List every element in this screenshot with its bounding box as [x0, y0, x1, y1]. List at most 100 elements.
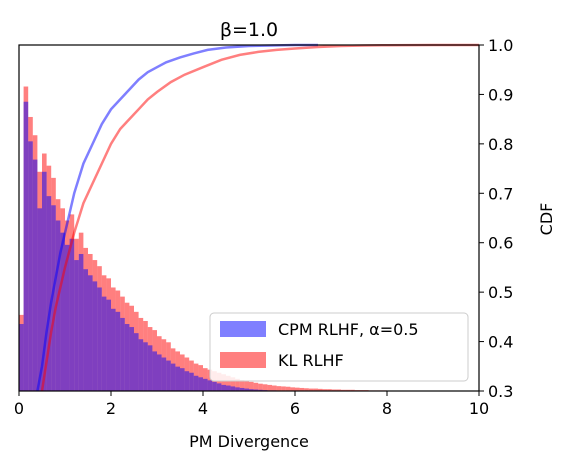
histogram-bar [115, 311, 121, 391]
histogram-bar [60, 232, 65, 391]
histogram-bar [88, 275, 93, 391]
legend-box [209, 312, 469, 382]
histogram-bar [276, 386, 282, 391]
plot-area [18, 43, 480, 392]
y2-tick-label: 0.8 [488, 135, 513, 154]
y2-tick-label: 0.6 [488, 234, 513, 253]
histogram-bar [244, 381, 249, 391]
histogram-bar [327, 389, 332, 391]
histogram-bar [262, 384, 268, 391]
histogram-bar [78, 253, 84, 391]
histogram-bar [134, 333, 139, 391]
histogram-bar [221, 384, 226, 391]
histogram-bar [111, 308, 116, 391]
histogram-bar [152, 351, 157, 391]
y2-tick-label: 0.5 [488, 283, 513, 302]
histogram-bar [32, 159, 38, 391]
histogram-bar [157, 354, 162, 391]
y2-tick-label: 0.7 [488, 184, 513, 203]
histogram-bar [129, 327, 134, 391]
x-tick-label: 4 [198, 399, 208, 418]
x-tick-label: 0 [14, 399, 24, 418]
histogram-bar [55, 220, 61, 391]
histogram-bar [249, 381, 254, 391]
histogram-bar [147, 345, 153, 391]
histogram-bar [331, 389, 337, 391]
histogram-bar [138, 339, 144, 391]
histogram-bar [69, 238, 75, 391]
legend-label-kl-rlhf: KL RLHF [278, 351, 344, 370]
histogram-bar [235, 378, 240, 391]
histogram-bar [267, 384, 272, 391]
histogram-bar [304, 388, 309, 391]
histogram-bar [253, 382, 259, 391]
histogram-bar [272, 385, 277, 391]
histogram-bar [180, 368, 185, 391]
histogram-bar [83, 269, 88, 391]
histogram-bar [203, 378, 208, 391]
histogram-bar [285, 386, 291, 391]
histogram-bar [299, 387, 305, 391]
histogram-bar [193, 375, 199, 391]
histogram-bar [166, 360, 171, 391]
histogram-bar [175, 366, 180, 391]
histogram-bar [290, 387, 295, 391]
histogram-bar [23, 101, 29, 391]
histogram-bar [258, 383, 263, 391]
histogram-bar [106, 299, 111, 391]
legend-swatch-kl-rlhf [220, 352, 266, 368]
histogram-bar [92, 281, 98, 391]
right-y-axis-label: CDF [537, 203, 556, 236]
histogram-bar [124, 324, 130, 391]
histogram-bar [350, 389, 355, 391]
histogram-bar [120, 317, 125, 391]
histogram-bar [19, 324, 24, 391]
histogram-bar [212, 381, 217, 391]
histogram-bar [226, 385, 231, 391]
legend-swatch-cpm-rlhf [220, 321, 266, 337]
x-axis: 0 2 4 6 8 10 [14, 391, 489, 418]
histogram-bar [253, 389, 259, 391]
x-tick-label: 8 [382, 399, 392, 418]
chart-title: β=1.0 [220, 19, 278, 41]
histogram-bar [97, 287, 102, 391]
histogram-bar [249, 389, 254, 391]
histogram-bar [295, 387, 300, 391]
histogram-bar [51, 205, 56, 391]
histogram-bar [184, 371, 190, 391]
legend-label-cpm-rlhf: CPM RLHF, α=0.5 [278, 320, 419, 339]
histogram-bar [198, 377, 203, 391]
right-y-axis: 0.3 0.4 0.5 0.6 0.7 0.8 0.9 1.0 [479, 36, 513, 401]
histogram-bar [37, 208, 42, 391]
x-tick-label: 6 [290, 399, 300, 418]
histogram-bar [318, 388, 323, 391]
histogram-cpm-rlhf [19, 101, 318, 391]
cdf-layer [36, 43, 479, 392]
y2-tick-label: 0.4 [488, 333, 513, 352]
histogram-bar [230, 386, 236, 391]
histogram-bar [322, 389, 328, 391]
y2-tick-label: 0.3 [488, 382, 513, 401]
histogram-bar [189, 372, 194, 391]
histogram-bar [336, 389, 341, 391]
histogram-bar [281, 386, 286, 391]
x-tick-label: 10 [469, 399, 489, 418]
histogram-bar [170, 363, 176, 391]
y2-tick-label: 1.0 [488, 36, 513, 55]
x-tick-label: 2 [106, 399, 116, 418]
y2-tick-label: 0.9 [488, 85, 513, 104]
histogram-bar [239, 387, 245, 391]
histogram-bar [226, 375, 231, 391]
histogram-bar [28, 141, 33, 391]
cdf-line-cpm-rlhf [36, 43, 318, 392]
x-axis-label: PM Divergence [189, 432, 309, 451]
histogram-bar [161, 357, 167, 391]
histogram-bar [341, 389, 346, 391]
histogram-bar [101, 296, 107, 391]
plot-frame [18, 44, 480, 392]
histogram-bar [74, 260, 79, 391]
histogram-bar [244, 388, 249, 391]
histogram-bar [143, 342, 148, 391]
histogram-bar [345, 389, 351, 391]
